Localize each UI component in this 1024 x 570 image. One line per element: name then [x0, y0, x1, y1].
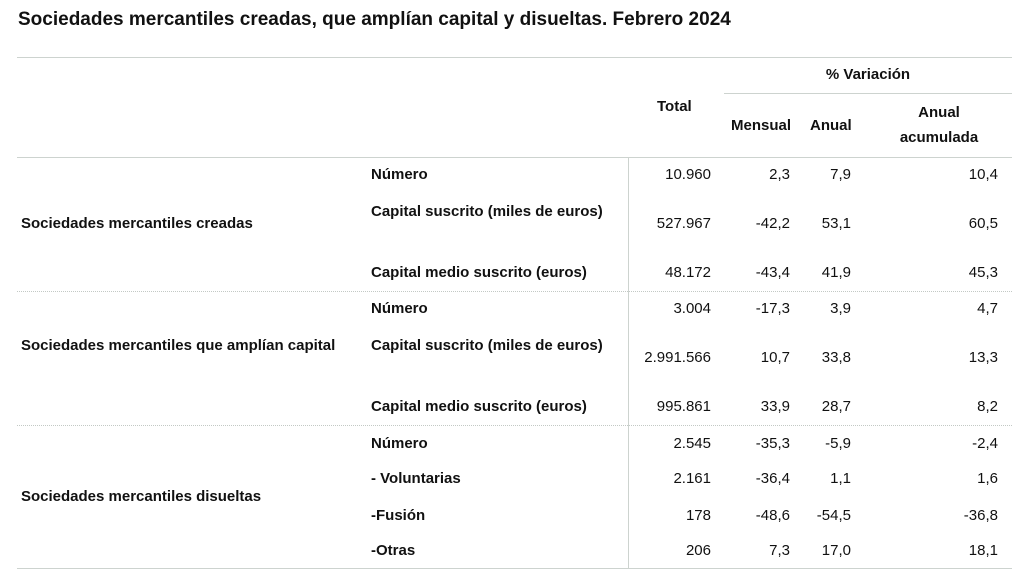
- cell-mensual: 7,3: [769, 542, 790, 559]
- row-label: -Otras: [371, 542, 416, 559]
- cell-anual-acumulada: 10,4: [968, 166, 998, 183]
- cell-anual: 28,7: [821, 398, 851, 415]
- header-anual-acumulada: Anual acumulada: [899, 104, 979, 146]
- cell-total: 206: [685, 542, 711, 559]
- cell-total: 2.545: [673, 435, 711, 452]
- cell-mensual: 33,9: [760, 398, 790, 415]
- row-label: Número: [371, 435, 428, 452]
- cell-total: 527.967: [656, 215, 711, 232]
- row-label: Capital medio suscrito (euros): [371, 398, 587, 415]
- row-label: - Voluntarias: [371, 470, 461, 487]
- cell-anual: -5,9: [825, 435, 851, 452]
- row-label: Número: [371, 166, 428, 183]
- cell-anual-acumulada: 45,3: [968, 264, 998, 281]
- cell-anual-acumulada: 18,1: [968, 542, 998, 559]
- cell-mensual: -48,6: [755, 507, 790, 524]
- cell-total: 10.960: [665, 166, 711, 183]
- header-total: Total: [657, 98, 692, 115]
- row-label: Capital suscrito (miles de euros): [371, 203, 603, 220]
- cell-anual-acumulada: 1,6: [977, 470, 998, 487]
- group-divider: [17, 425, 1012, 426]
- cell-anual-acumulada: 60,5: [968, 215, 998, 232]
- cell-total: 995.861: [656, 398, 711, 415]
- cell-anual: 1,1: [830, 470, 851, 487]
- cell-mensual: 10,7: [760, 349, 790, 366]
- cell-anual: 33,8: [821, 349, 851, 366]
- cell-anual: 3,9: [830, 300, 851, 317]
- row-label: -Fusión: [371, 507, 426, 524]
- cell-anual-acumulada: 8,2: [977, 398, 998, 415]
- cell-total: 178: [685, 507, 711, 524]
- cell-anual-acumulada: -2,4: [972, 435, 998, 452]
- variation-header-rule: [724, 93, 1012, 94]
- table-bottom-rule: [17, 568, 1012, 569]
- cell-total: 2.161: [673, 470, 711, 487]
- header-mensual: Mensual: [731, 117, 792, 134]
- header-bottom-rule: [17, 157, 1012, 158]
- column-divider: [628, 157, 629, 568]
- cell-mensual: -36,4: [755, 470, 790, 487]
- cell-mensual: -17,3: [755, 300, 790, 317]
- cell-anual: 7,9: [830, 166, 851, 183]
- group-divider: [17, 291, 1012, 292]
- cell-mensual: 2,3: [769, 166, 790, 183]
- cell-anual: 41,9: [821, 264, 851, 281]
- cell-anual-acumulada: 4,7: [977, 300, 998, 317]
- cell-anual: -54,5: [816, 507, 851, 524]
- cell-mensual: -43,4: [755, 264, 790, 281]
- group-label: Sociedades mercantiles creadas: [21, 215, 253, 232]
- group-label: Sociedades mercantiles que amplían capit…: [21, 337, 336, 354]
- row-label: Capital medio suscrito (euros): [371, 264, 587, 281]
- row-label: Número: [371, 300, 428, 317]
- cell-total: 3.004: [673, 300, 711, 317]
- group-label: Sociedades mercantiles disueltas: [21, 488, 262, 505]
- cell-anual-acumulada: -36,8: [963, 507, 998, 524]
- row-label: Capital suscrito (miles de euros): [371, 337, 603, 354]
- cell-total: 2.991.566: [644, 349, 711, 366]
- header-variacion: % Variación: [825, 66, 911, 83]
- table-top-rule: [17, 57, 1012, 58]
- cell-anual: 17,0: [821, 542, 851, 559]
- cell-mensual: -35,3: [755, 435, 790, 452]
- page-title: Sociedades mercantiles creadas, que ampl…: [18, 9, 731, 30]
- cell-anual-acumulada: 13,3: [968, 349, 998, 366]
- cell-total: 48.172: [665, 264, 711, 281]
- cell-mensual: -42,2: [755, 215, 790, 232]
- cell-anual: 53,1: [821, 215, 851, 232]
- header-anual: Anual: [810, 117, 852, 134]
